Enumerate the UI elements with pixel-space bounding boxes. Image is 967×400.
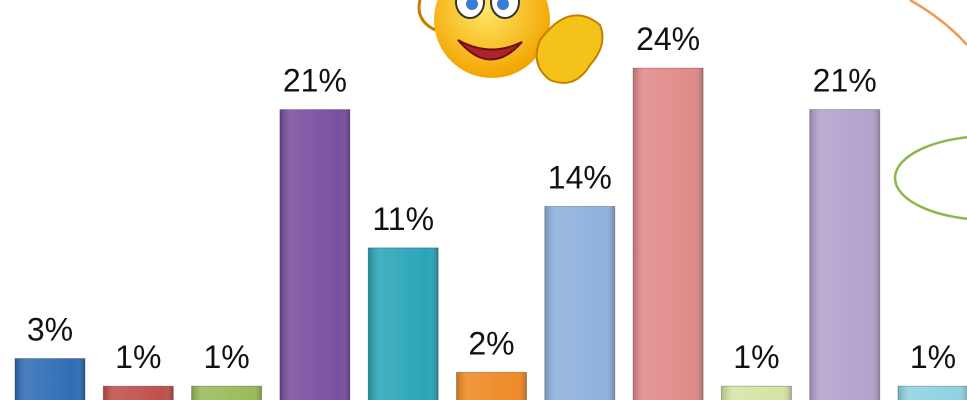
bar-shade: [456, 372, 527, 400]
orange-oval: [909, 0, 967, 46]
value-label: 21%: [283, 63, 347, 99]
bars: 3% 1% 1% 21% 11% 2% 14% 24% 1% 21% 1%: [14, 21, 967, 400]
emoji: [417, 0, 604, 84]
bar-shade: [279, 109, 350, 400]
value-label: 3%: [27, 312, 73, 348]
value-label: 1%: [115, 339, 161, 375]
value-label: 1%: [203, 339, 249, 375]
value-label: 24%: [636, 21, 700, 57]
bar-shade: [898, 386, 967, 400]
value-label: 11%: [372, 201, 434, 237]
bar-shade: [368, 247, 439, 400]
green-oval: [893, 136, 967, 220]
value-label: 2%: [468, 325, 514, 361]
bar-shade: [191, 386, 262, 400]
value-label: 21%: [813, 63, 877, 99]
value-label: 14%: [548, 159, 612, 195]
bar-shade: [103, 386, 174, 400]
bar-shade: [633, 68, 704, 400]
bar-shade: [809, 109, 880, 400]
value-label: 1%: [910, 339, 956, 375]
bar-shade: [721, 386, 792, 400]
value-label: 1%: [733, 339, 779, 375]
bar-shade: [544, 206, 615, 400]
bar-shade: [15, 358, 85, 400]
